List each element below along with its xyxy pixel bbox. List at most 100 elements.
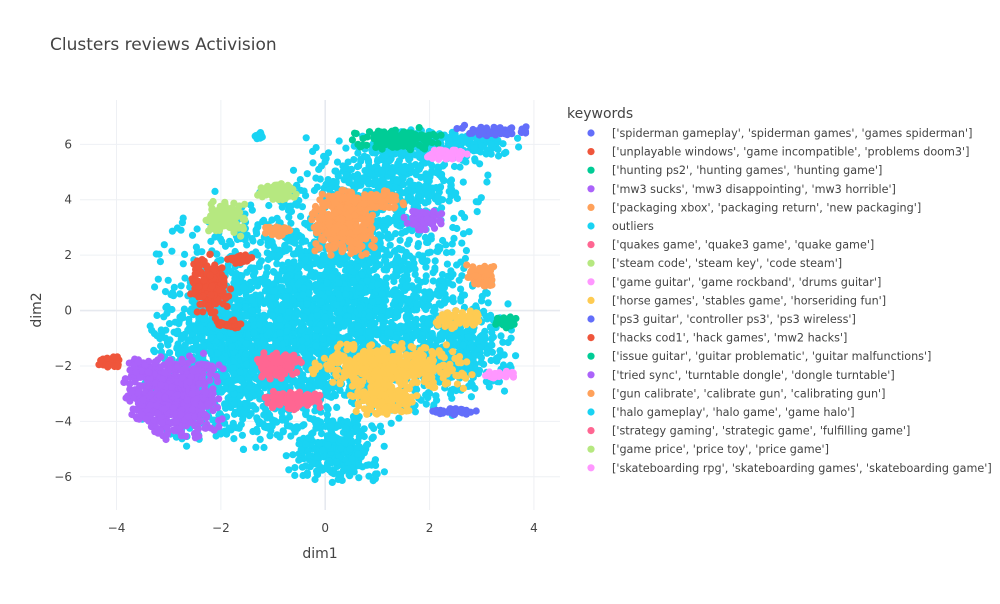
point — [344, 466, 351, 473]
point — [380, 178, 387, 185]
point — [269, 312, 276, 319]
point — [485, 299, 492, 306]
point — [469, 126, 476, 133]
point — [395, 256, 402, 263]
point — [231, 400, 238, 407]
point — [276, 252, 283, 259]
point — [423, 401, 430, 408]
point — [432, 257, 439, 264]
point — [290, 251, 297, 258]
point — [243, 340, 250, 347]
point — [177, 227, 184, 234]
point — [279, 262, 286, 269]
point — [313, 327, 320, 334]
point — [189, 232, 196, 239]
point — [512, 352, 519, 359]
point — [247, 202, 254, 209]
point — [268, 252, 275, 259]
point — [397, 237, 404, 244]
point — [179, 314, 186, 321]
point — [181, 251, 188, 258]
point — [325, 176, 332, 183]
point — [324, 432, 331, 439]
point — [164, 341, 171, 348]
point — [444, 261, 451, 268]
point — [321, 255, 328, 262]
point — [394, 178, 401, 185]
point — [374, 281, 381, 288]
point — [351, 300, 358, 307]
point — [280, 427, 287, 434]
point — [366, 313, 373, 320]
point — [457, 295, 464, 302]
point — [402, 228, 409, 235]
point — [379, 336, 386, 343]
point — [230, 364, 237, 371]
point — [342, 291, 349, 298]
point — [150, 347, 157, 354]
point — [462, 255, 469, 262]
point — [314, 453, 321, 460]
point — [236, 393, 243, 400]
point — [217, 333, 224, 340]
point — [168, 248, 175, 255]
point — [497, 332, 504, 339]
point — [355, 443, 362, 450]
point — [447, 267, 454, 274]
point — [324, 441, 331, 448]
point — [413, 171, 420, 178]
point — [458, 240, 465, 247]
point — [242, 312, 249, 319]
point — [386, 251, 393, 258]
point — [478, 143, 485, 150]
point — [335, 315, 342, 322]
point — [344, 318, 351, 325]
point — [178, 335, 185, 342]
point — [355, 474, 362, 481]
point — [415, 192, 422, 199]
point — [342, 145, 349, 152]
point — [187, 338, 194, 345]
point — [501, 388, 508, 395]
point — [329, 479, 336, 486]
point — [389, 273, 396, 280]
point — [333, 458, 340, 465]
point — [185, 346, 192, 353]
point — [385, 310, 392, 317]
point — [417, 279, 424, 286]
point — [325, 149, 332, 156]
point — [169, 289, 176, 296]
point — [283, 452, 290, 459]
point — [285, 466, 292, 473]
point — [482, 289, 489, 296]
point — [342, 425, 349, 432]
point — [365, 473, 372, 480]
point — [254, 417, 261, 424]
point — [281, 243, 288, 250]
point — [151, 283, 158, 290]
point — [347, 306, 354, 313]
point — [169, 228, 176, 235]
point — [446, 178, 453, 185]
point — [276, 322, 283, 329]
point — [483, 178, 490, 185]
point — [451, 163, 458, 170]
point — [446, 188, 453, 195]
point — [424, 394, 431, 401]
chart-title: Clusters reviews Activision — [50, 35, 277, 55]
point — [428, 232, 435, 239]
point — [402, 282, 409, 289]
point — [297, 252, 304, 259]
point — [355, 162, 362, 169]
point — [257, 239, 264, 246]
point — [329, 274, 336, 281]
point — [335, 291, 342, 298]
point — [301, 188, 308, 195]
point — [242, 410, 249, 417]
point — [418, 257, 425, 264]
point — [240, 446, 247, 453]
point — [456, 277, 463, 284]
point — [279, 340, 286, 347]
point — [365, 328, 372, 335]
point — [350, 277, 357, 284]
